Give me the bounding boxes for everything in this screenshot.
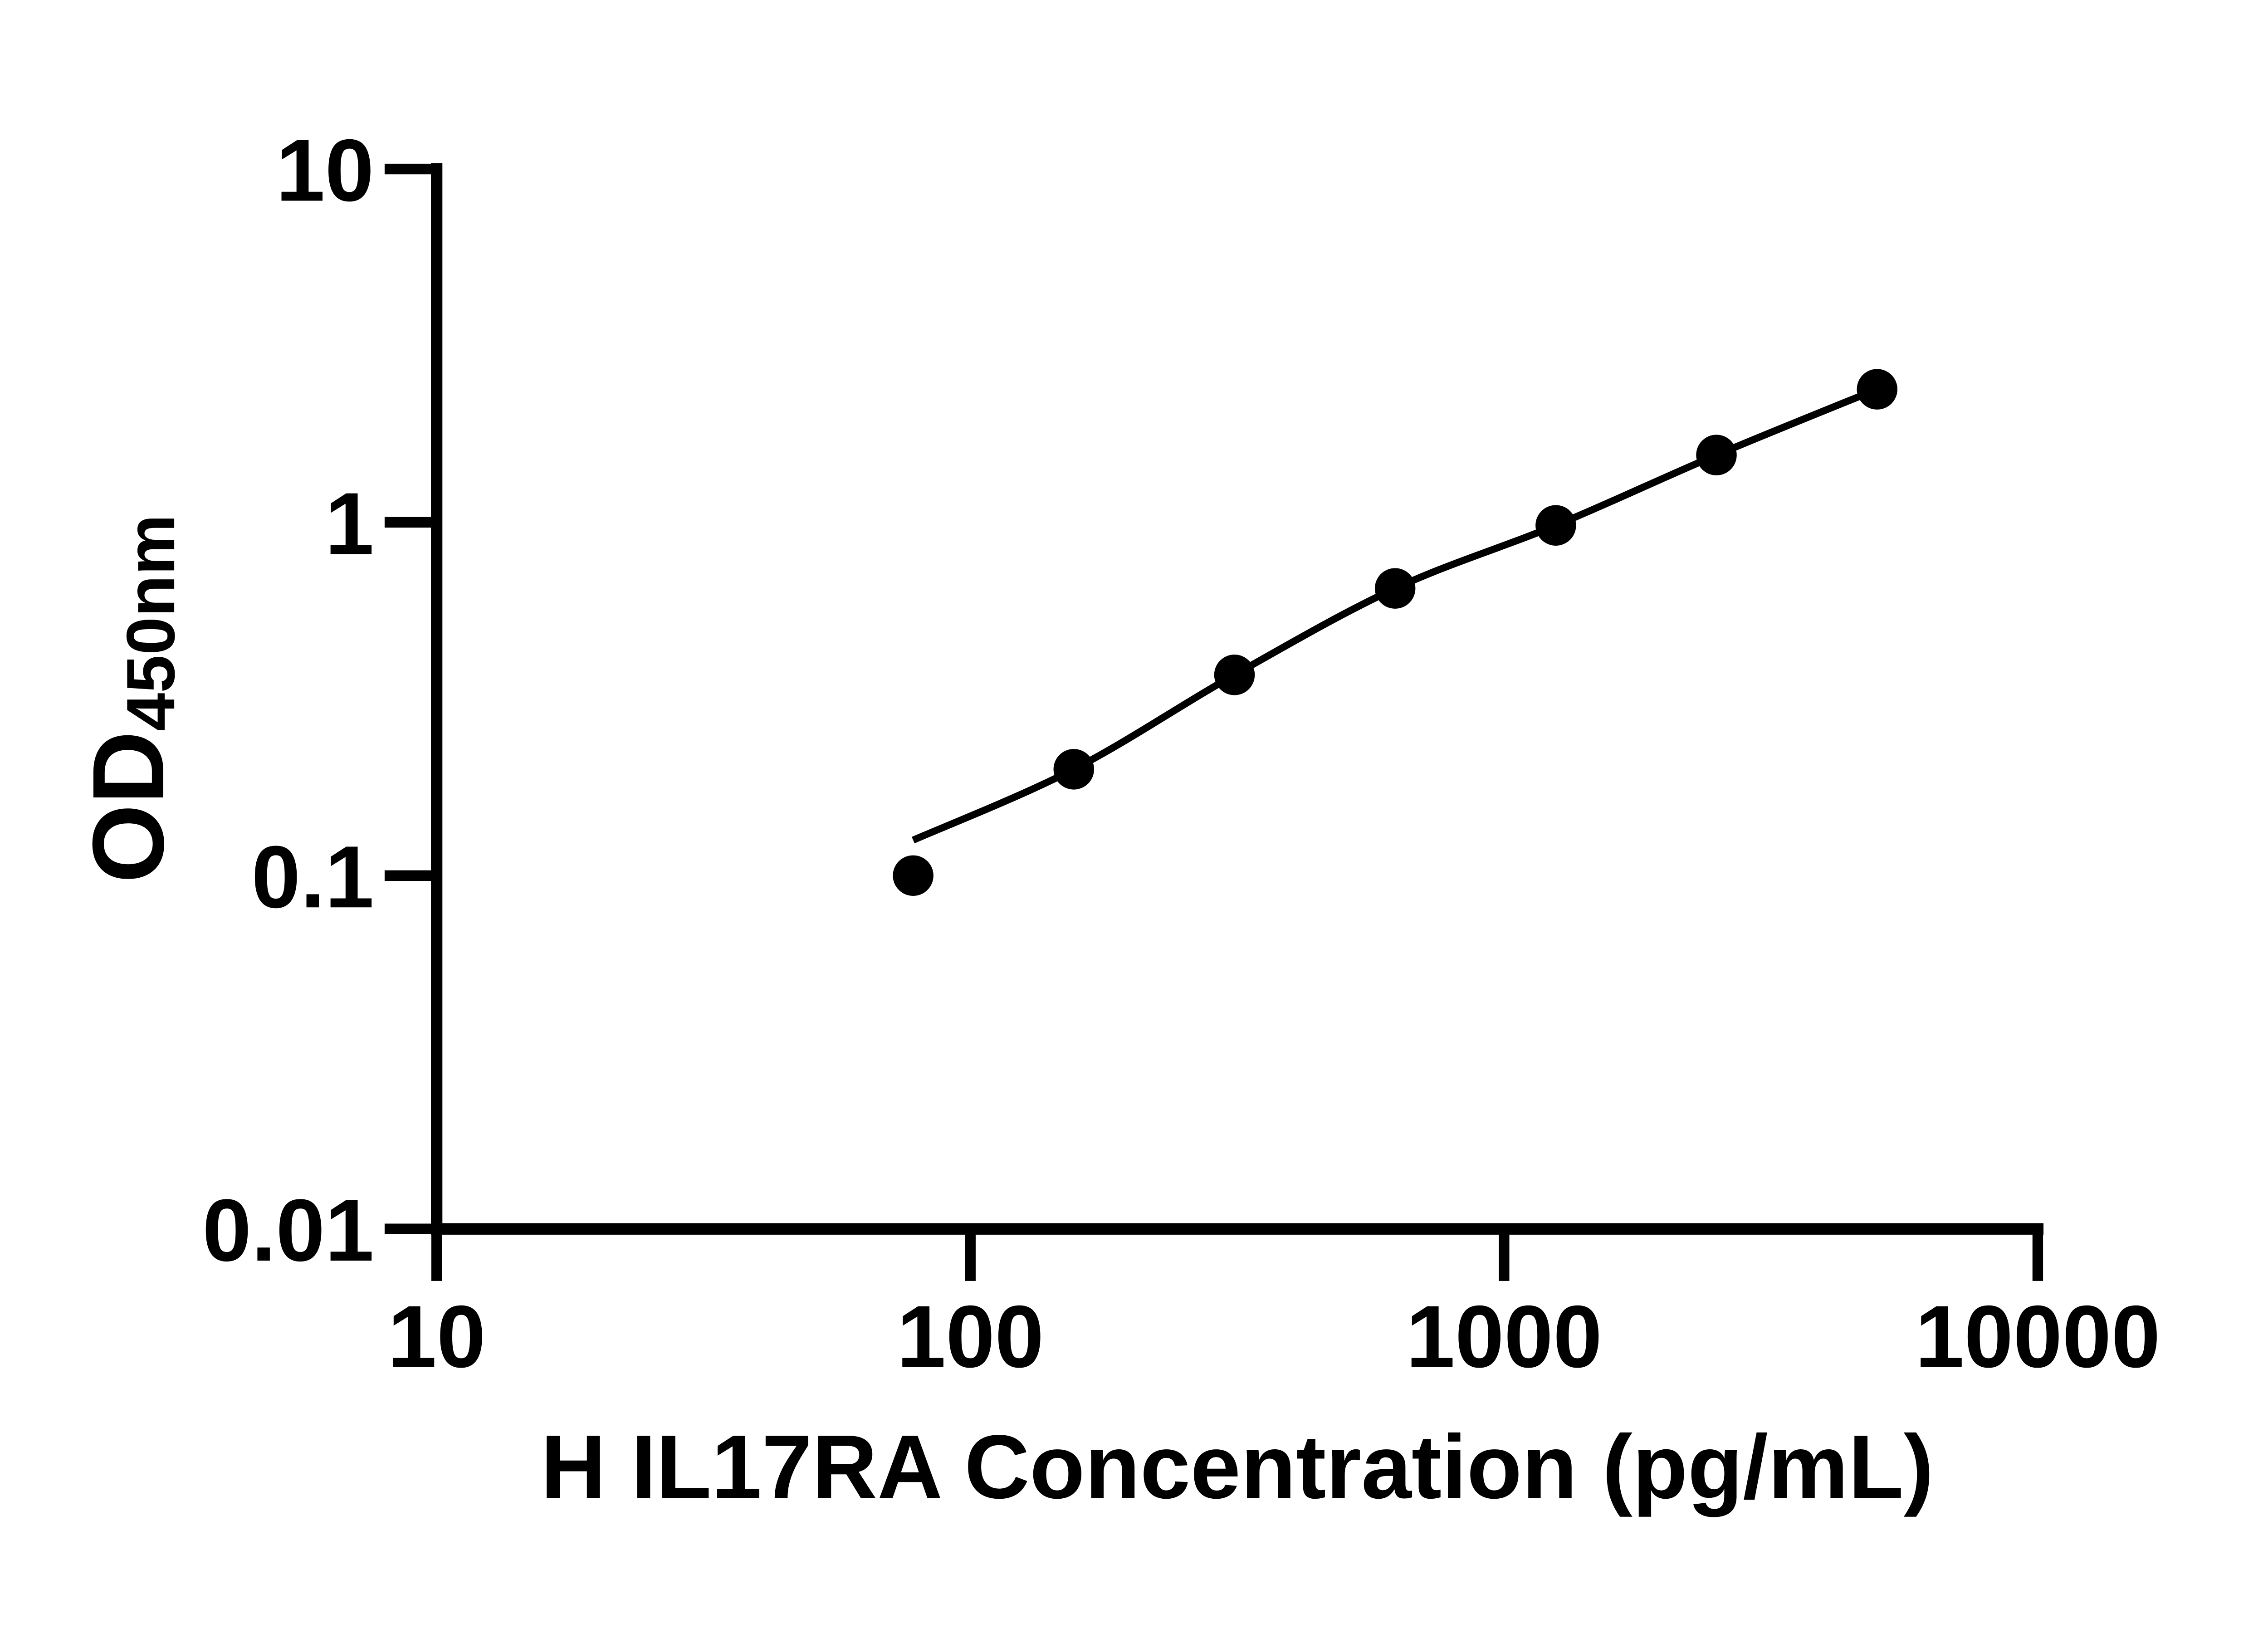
x-tick-label: 1000	[1406, 1288, 1603, 1386]
x-tick-label: 10	[388, 1288, 486, 1386]
data-point	[1053, 749, 1094, 790]
axis-lines	[431, 163, 2044, 1235]
x-tick-labels: 10 100 1000 10000	[388, 1288, 2160, 1386]
x-tick-label: 100	[897, 1288, 1044, 1386]
y-tick-label: 10	[276, 122, 374, 220]
y-tick-label: 0.01	[202, 1181, 374, 1280]
data-point	[1214, 655, 1255, 695]
y-tick-label: 0.1	[251, 828, 374, 926]
x-axis-title: H IL17RA Concentration (pg/mL)	[541, 1417, 1934, 1517]
y-axis-title-sub: 450nm	[112, 514, 189, 731]
data-points	[893, 369, 1898, 896]
data-point	[1857, 369, 1898, 410]
data-point	[1696, 435, 1737, 475]
data-point	[893, 855, 934, 896]
data-point	[1374, 568, 1416, 609]
y-axis-title: OD450nm	[72, 514, 189, 883]
y-tick-labels: 10 1 0.1 0.01	[202, 122, 374, 1280]
data-point	[1535, 505, 1576, 546]
x-tick-label: 10000	[1915, 1288, 2160, 1386]
y-axis-title-main: OD	[72, 731, 185, 883]
axis-ticks	[384, 163, 2043, 1281]
y-tick-label: 1	[325, 474, 374, 573]
